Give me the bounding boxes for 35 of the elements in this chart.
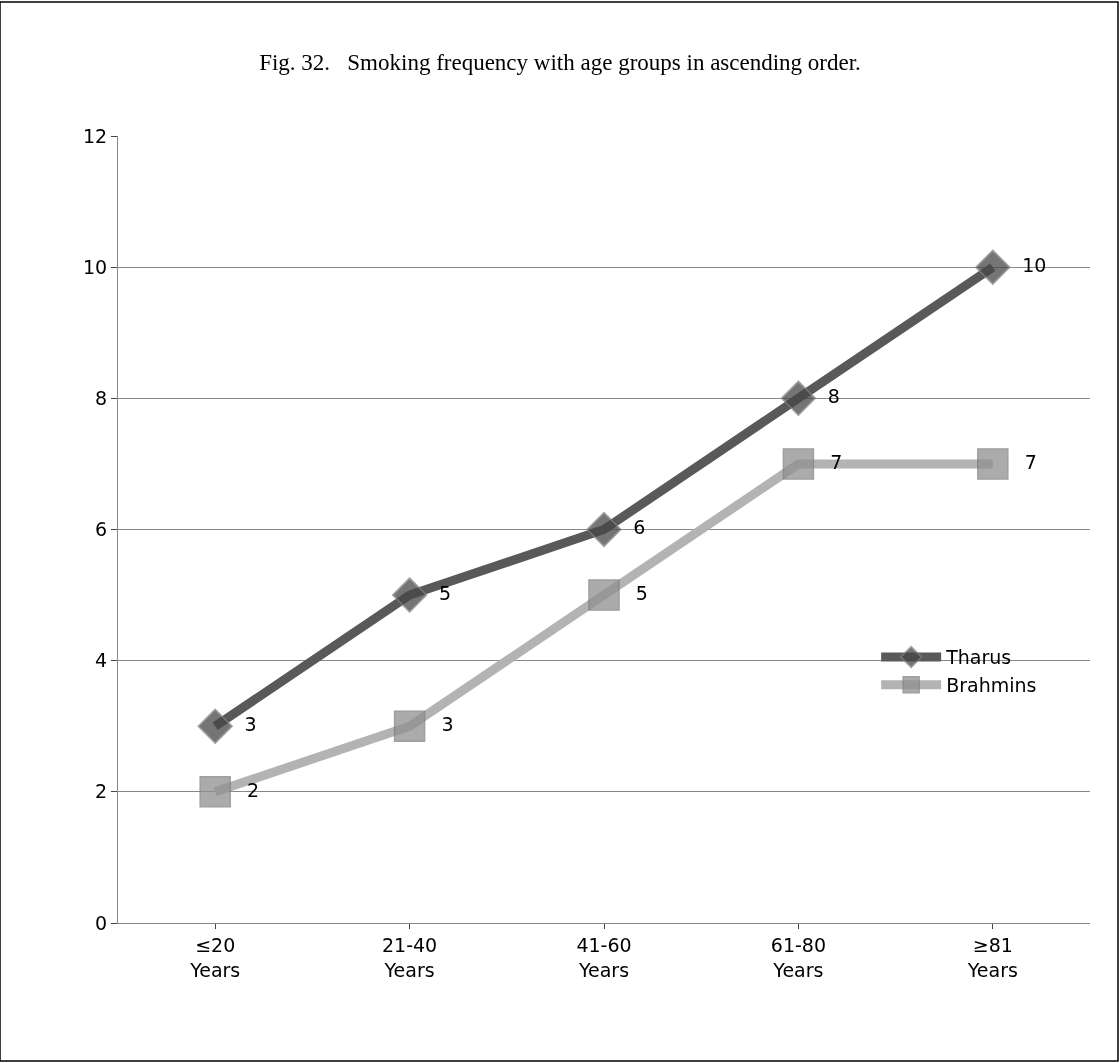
point [782,448,815,480]
point [977,448,1009,480]
legend-label: Brahmins [946,674,1037,697]
data-label: 3 [232,713,257,735]
y-tick-label: 6 [95,518,108,541]
point [391,577,428,613]
data-label: 2 [234,778,260,801]
y-tick-label: 10 [83,255,108,278]
point [586,511,622,548]
point [199,776,231,808]
data-label: 10 [1010,253,1047,276]
data-label: 7 [818,450,843,473]
point [780,380,817,416]
chart-title: Fig. 32. Smoking frequency with age groups in ascending order. [259,50,861,76]
y-tick-label: 0 [95,911,108,934]
x-tick-label: 61-80 Years [770,933,827,981]
x-tick-label: 41-60 Years [576,933,632,981]
x-tick-label: ≤20 Years [189,933,241,981]
data-label: 5 [623,581,648,604]
point [588,579,620,611]
data-label: 8 [815,385,840,408]
data-label: 6 [621,516,646,539]
data-label: 5 [426,581,452,604]
point [197,708,233,744]
y-tick-label: 4 [95,649,108,672]
y-tick-label: 12 [83,124,108,147]
y-tick-label: 2 [95,780,108,803]
point [975,249,1011,285]
x-tick-label: 21-40 Years [381,933,438,981]
point [393,710,426,742]
x-tick-label: ≥81 Years [966,933,1018,981]
legend-label: Tharus [945,646,1012,669]
data-label: 3 [429,713,454,735]
y-tick-label: 8 [95,386,108,409]
data-label: 7 [1012,450,1037,473]
